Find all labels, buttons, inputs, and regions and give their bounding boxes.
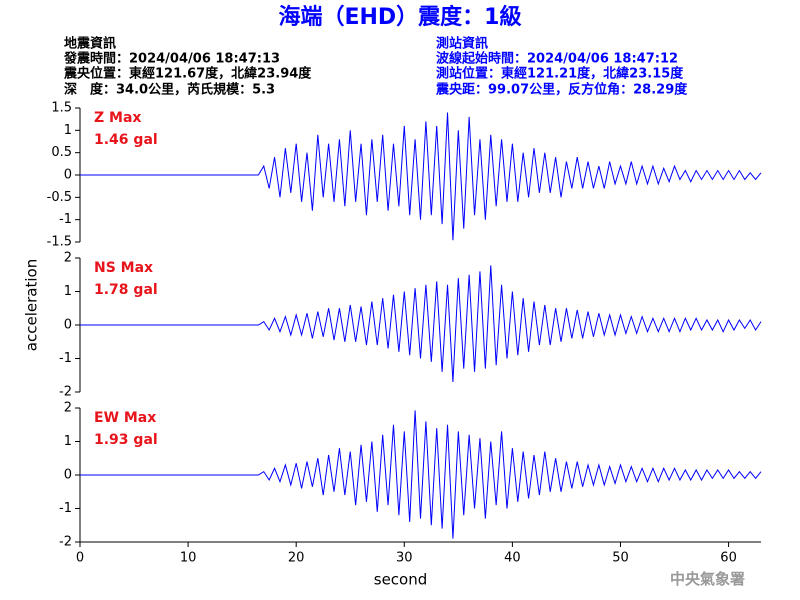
x-tick-label: 60 <box>720 551 737 566</box>
event-line: 發震時間：2024/04/06 18:47:13 <box>63 51 280 67</box>
waveform <box>80 410 762 539</box>
station-heading: 測站資訊 <box>436 36 488 52</box>
x-axis-label: second <box>374 571 428 589</box>
x-tick-label: 10 <box>180 551 197 566</box>
event-line: 震央位置：東經121.67度，北緯23.94度 <box>63 66 312 82</box>
credit: 中央氣象署 <box>670 570 745 588</box>
event-line: 深 度：34.0公里，芮氏規模：5.3 <box>64 82 275 98</box>
max-annotation: Z Max <box>94 110 141 126</box>
y-tick-label: -1 <box>59 212 72 227</box>
max-annotation: EW Max <box>94 410 156 426</box>
y-tick-label: 0 <box>64 318 72 333</box>
y-tick-label: 2 <box>64 401 72 416</box>
station-line: 測站位置：東經121.21度，北緯23.15度 <box>436 66 684 82</box>
waveform <box>80 265 762 382</box>
x-tick-label: 0 <box>76 551 84 566</box>
event-heading: 地震資訊 <box>64 36 116 52</box>
title: 海端（EHD）震度：1級 <box>278 4 521 30</box>
y-tick-label: 1.5 <box>51 101 72 116</box>
y-tick-label: -2 <box>59 535 72 550</box>
y-tick-label: -0.5 <box>47 190 72 205</box>
y-axis-label: acceleration <box>23 259 41 351</box>
max-annotation: 1.46 gal <box>94 132 158 148</box>
y-tick-label: 0 <box>64 168 72 183</box>
y-tick-label: 0.5 <box>51 145 72 160</box>
y-tick-label: 1 <box>64 123 72 138</box>
y-tick-label: 2 <box>64 251 72 266</box>
y-tick-label: -1 <box>59 351 72 366</box>
y-tick-label: 1 <box>64 434 72 449</box>
x-tick-label: 20 <box>288 551 305 566</box>
station-line: 震央距：99.07公里，反方位角：28.29度 <box>435 82 688 98</box>
y-tick-label: 0 <box>64 468 72 483</box>
x-tick-label: 40 <box>504 551 521 566</box>
waveform <box>80 112 762 241</box>
max-annotation: NS Max <box>94 260 153 276</box>
x-tick-label: 50 <box>612 551 629 566</box>
max-annotation: 1.78 gal <box>94 282 158 298</box>
x-tick-label: 30 <box>396 551 413 566</box>
station-line: 波線起始時間：2024/04/06 18:47:12 <box>436 51 678 67</box>
y-tick-label: 1 <box>64 284 72 299</box>
max-annotation: 1.93 gal <box>94 432 158 448</box>
y-tick-label: -1 <box>59 501 72 516</box>
y-tick-label: -2 <box>59 385 72 400</box>
y-tick-label: -1.5 <box>47 235 72 250</box>
